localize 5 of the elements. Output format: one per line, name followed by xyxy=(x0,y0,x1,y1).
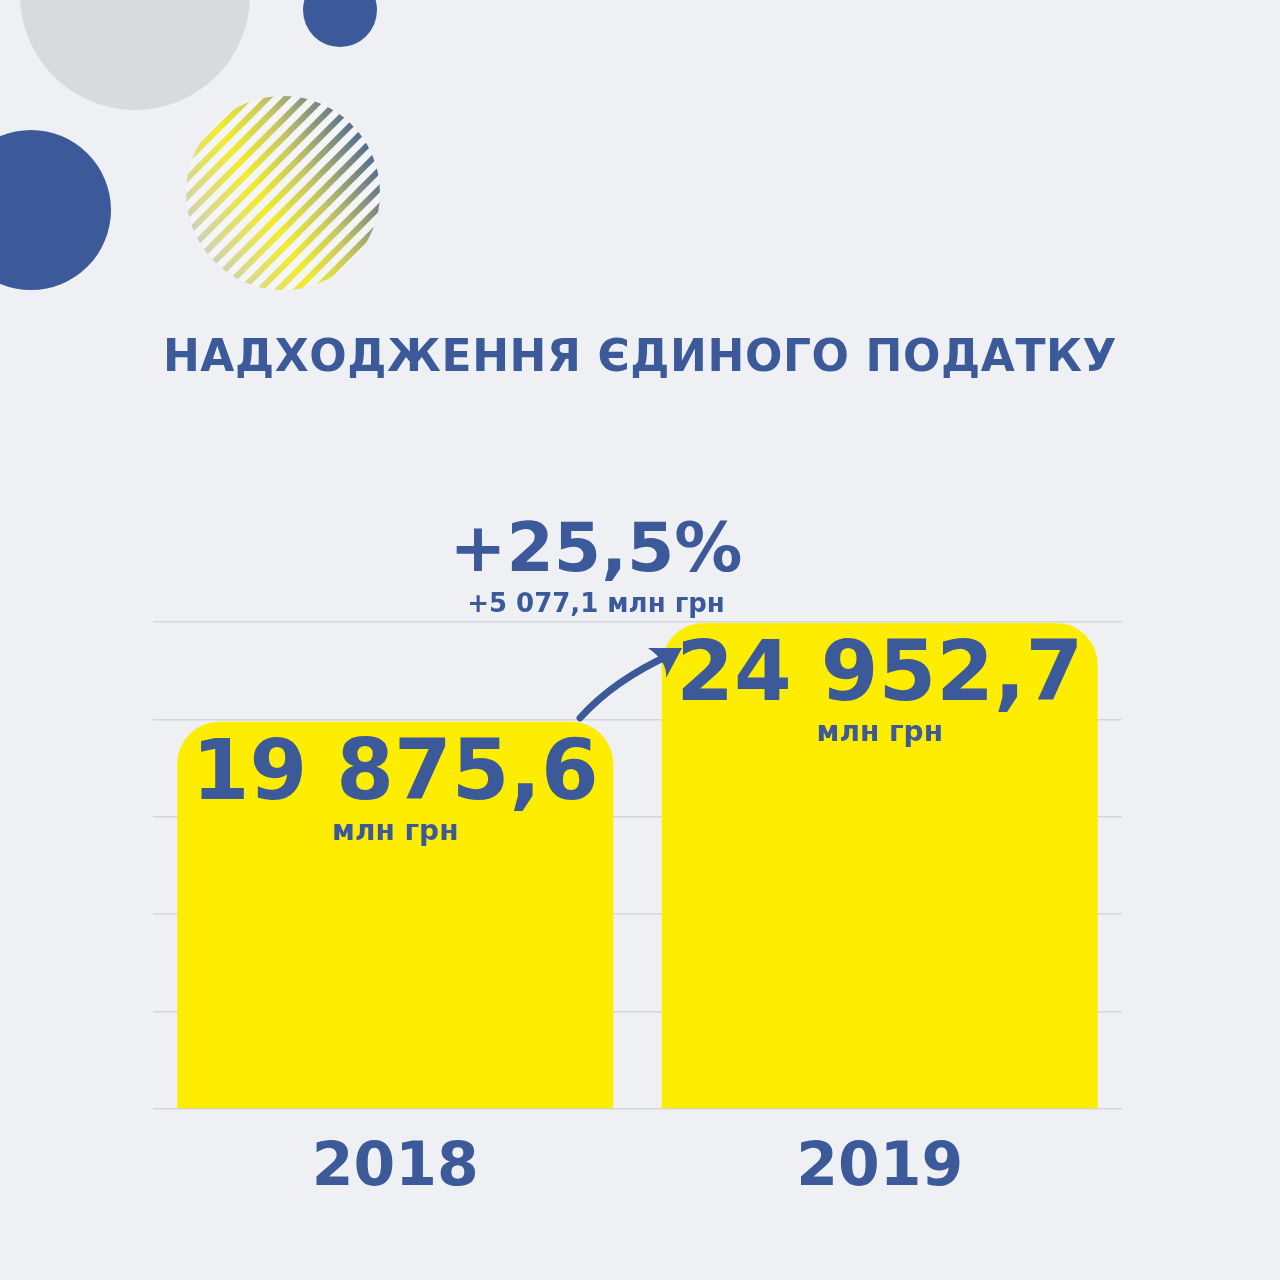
text: +5 077,1 млн грн xyxy=(466,588,726,618)
text: +25,5% xyxy=(448,508,744,588)
x-tick-label: 2018 xyxy=(311,1128,479,1199)
chart-title: НАДХОДЖЕННЯ ЄДИНОГО ПОДАТКУ xyxy=(161,329,1119,383)
x-tick-label: 2019 xyxy=(796,1128,964,1199)
